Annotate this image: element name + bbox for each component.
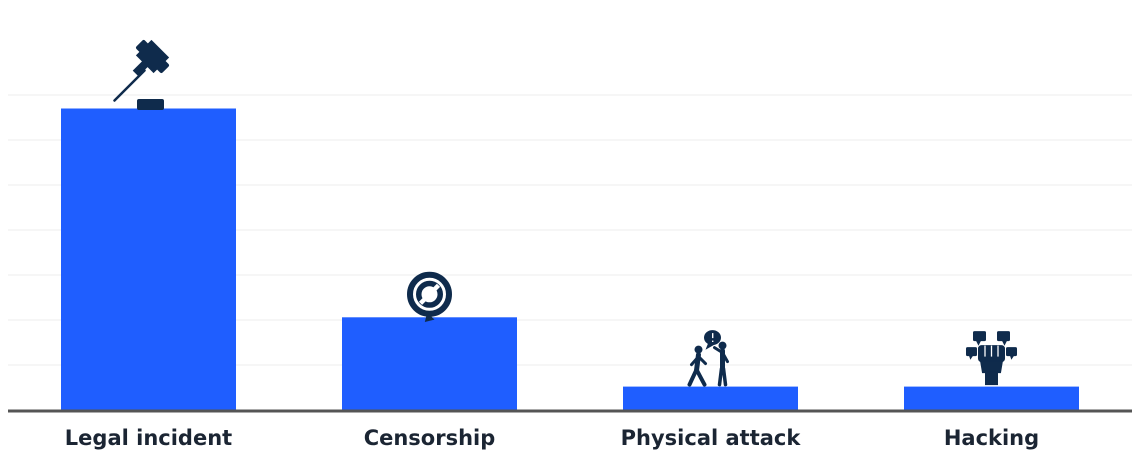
bar-legal-incident (61, 108, 236, 410)
category-label-legal-incident: Legal incident (64, 426, 233, 450)
bar-physical-attack (623, 386, 798, 410)
censorship-icon (407, 271, 452, 322)
bar-hacking (904, 386, 1079, 410)
bar-censorship (342, 317, 517, 410)
category-label-hacking: Hacking (943, 426, 1040, 450)
category-label-censorship: Censorship (363, 426, 496, 450)
physical-attack-icon (687, 330, 729, 387)
category-label-physical-attack: Physical attack (620, 426, 801, 450)
bars (61, 108, 1079, 410)
hacking-fist-icon (966, 331, 1017, 386)
gavel-icon (113, 39, 170, 110)
